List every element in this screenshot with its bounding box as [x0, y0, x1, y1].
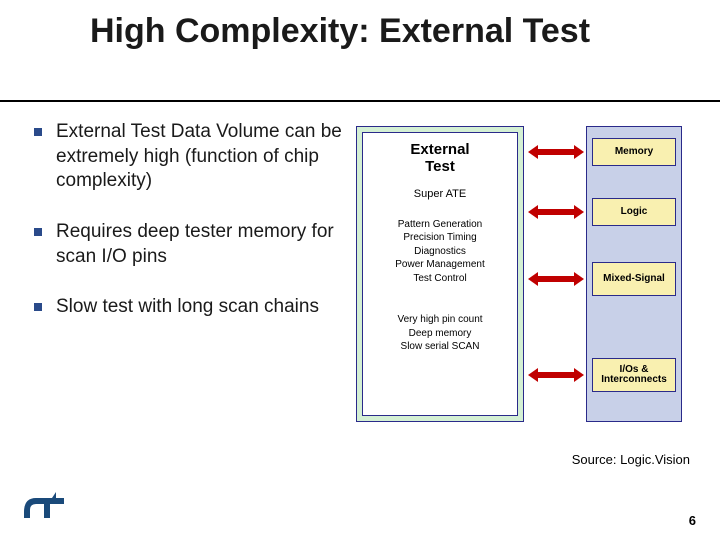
bullet-list: External Test Data Volume can be extreme… [0, 120, 350, 440]
title-line: External [410, 141, 469, 158]
chip-block-io: I/Os & Interconnects [592, 358, 676, 392]
bullet-text: External Test Data Volume can be extreme… [56, 120, 344, 194]
source-citation: Source: Logic.Vision [572, 452, 690, 467]
fei-logo-icon [22, 490, 66, 520]
external-test-title: External Test [363, 141, 517, 176]
list-item: Requires deep tester memory for scan I/O… [34, 220, 344, 269]
bullet-icon [34, 303, 42, 311]
left-panel-inner: External Test Super ATE Pattern Generati… [362, 132, 518, 416]
cap-line: Power Management [395, 259, 485, 270]
lim-line: Very high pin count [397, 314, 482, 325]
capability-block: Pattern Generation Precision Timing Diag… [363, 218, 517, 286]
diagram: External Test Super ATE Pattern Generati… [350, 120, 700, 440]
cap-line: Pattern Generation [398, 219, 483, 230]
double-arrow-icon [528, 272, 584, 286]
cap-line: Test Control [413, 273, 466, 284]
cap-line: Precision Timing [403, 232, 476, 243]
page-number: 6 [689, 513, 696, 528]
title-line: Test [425, 158, 455, 175]
limitation-block: Very high pin count Deep memory Slow ser… [363, 313, 517, 354]
cap-line: Diagnostics [414, 246, 466, 257]
title-block: High Complexity: External Test [0, 0, 720, 50]
page-title: High Complexity: External Test [90, 12, 720, 50]
bullet-text: Requires deep tester memory for scan I/O… [56, 220, 344, 269]
double-arrow-icon [528, 145, 584, 159]
list-item: External Test Data Volume can be extreme… [34, 120, 344, 194]
double-arrow-icon [528, 368, 584, 382]
lim-line: Slow serial SCAN [401, 341, 480, 352]
chip-block-memory: Memory [592, 138, 676, 166]
bullet-icon [34, 228, 42, 236]
chip-block-mixed-signal: Mixed-Signal [592, 262, 676, 296]
double-arrow-icon [528, 205, 584, 219]
title-underline [0, 100, 720, 102]
chip-block-logic: Logic [592, 198, 676, 226]
bullet-icon [34, 128, 42, 136]
content-area: External Test Data Volume can be extreme… [0, 120, 720, 440]
bullet-text: Slow test with long scan chains [56, 295, 319, 320]
lim-line: Deep memory [409, 328, 472, 339]
super-ate-label: Super ATE [363, 188, 517, 200]
list-item: Slow test with long scan chains [34, 295, 344, 320]
